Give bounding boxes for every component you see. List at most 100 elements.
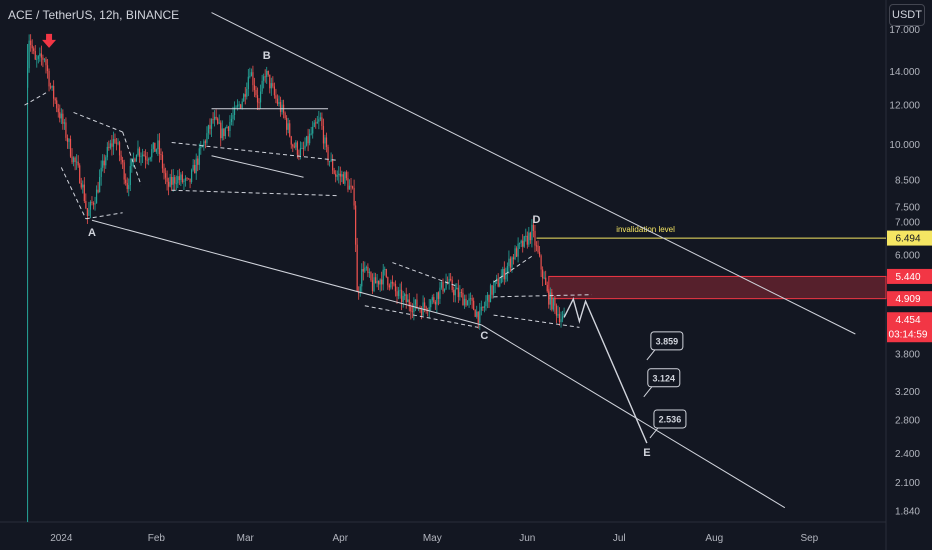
candle-body	[210, 119, 213, 129]
candle-body	[68, 138, 70, 142]
candle-body	[535, 245, 538, 247]
candle-body	[502, 268, 504, 278]
target-box	[647, 368, 681, 388]
candle-body	[321, 117, 323, 126]
candle-body	[89, 201, 92, 210]
candle-body	[200, 147, 202, 149]
candle-body	[79, 165, 81, 184]
candle-body	[304, 145, 306, 149]
candle-body	[561, 316, 564, 320]
candle-body	[233, 107, 236, 115]
time-tick-label: Aug	[705, 533, 723, 544]
candle-body	[428, 307, 430, 311]
candle-body	[189, 178, 191, 182]
candle-body	[259, 91, 262, 103]
price-tick-label: 2.400	[895, 449, 920, 460]
candle-body	[454, 289, 456, 296]
candle-body	[95, 189, 98, 204]
candle-body	[224, 128, 226, 137]
candle-body	[126, 183, 128, 189]
candle-body	[66, 137, 69, 142]
candle-body	[39, 53, 41, 57]
candle-body	[118, 142, 121, 156]
pattern-line	[60, 167, 87, 219]
candle-body	[425, 306, 427, 311]
target-pointer	[646, 349, 656, 361]
candle-body	[206, 133, 208, 143]
candle-body	[307, 136, 309, 144]
candle-body	[522, 240, 524, 247]
candle-body	[272, 83, 274, 87]
candle-body	[439, 287, 441, 299]
candle-body	[542, 269, 544, 279]
time-tick-label: Jun	[519, 533, 535, 544]
price-label-badge	[887, 230, 932, 246]
candle-body	[476, 311, 478, 317]
candle-body	[546, 285, 548, 292]
candle-body	[325, 137, 328, 147]
candle-body	[123, 162, 125, 180]
candle-body	[105, 157, 107, 166]
candle-body	[540, 255, 542, 270]
candle-body	[552, 298, 554, 310]
price-label-text: 5.440	[895, 272, 920, 283]
candle-body	[258, 102, 260, 104]
wave-label-b: B	[263, 50, 271, 62]
candle-body	[413, 304, 415, 313]
pattern-line	[211, 155, 304, 178]
candle-body	[275, 95, 277, 99]
projection-path	[563, 297, 648, 444]
candle-body	[336, 175, 338, 177]
candle-body	[538, 252, 541, 256]
candle-body	[163, 168, 165, 174]
candle-body	[344, 172, 346, 184]
time-tick-label: Apr	[333, 533, 349, 544]
candle-body	[125, 179, 127, 184]
candle-body	[74, 157, 76, 163]
lower-extension-line	[481, 324, 786, 509]
candle-body	[393, 283, 395, 285]
pattern-line	[122, 131, 142, 186]
candle-body	[256, 95, 259, 103]
candle-body	[220, 122, 222, 139]
candle-body	[80, 183, 82, 188]
candle-body	[85, 201, 87, 209]
price-tick-label: 2.800	[895, 416, 920, 427]
candle-body	[512, 257, 515, 260]
candle-body	[411, 311, 413, 313]
price-tick-label: 10.000	[889, 140, 920, 151]
pattern-line	[85, 212, 123, 220]
candle-body	[519, 243, 521, 244]
candle-body	[305, 136, 308, 146]
candle-body	[505, 272, 507, 280]
candle-body	[243, 94, 245, 102]
candle-body	[128, 185, 130, 189]
candle-body	[296, 142, 298, 155]
upper-trend-line	[211, 12, 856, 335]
candle-body	[563, 313, 565, 317]
candle-body	[382, 269, 384, 285]
candle-body	[355, 205, 357, 245]
candle-body	[440, 281, 443, 288]
candle-body	[318, 119, 320, 122]
currency-button[interactable]: USDT	[889, 4, 925, 26]
candle-body	[181, 174, 184, 183]
candle-body	[115, 142, 118, 144]
candle-body	[86, 208, 88, 216]
candle-body	[555, 305, 558, 316]
candle-body	[335, 173, 337, 177]
candle-body	[132, 158, 134, 160]
candle-body	[342, 174, 344, 184]
candle-body	[350, 185, 352, 187]
candle-body	[28, 40, 30, 69]
pattern-line	[171, 189, 338, 197]
candle-body	[465, 298, 467, 306]
candle-body	[48, 70, 50, 87]
candle-body	[390, 281, 392, 288]
candle-body	[160, 154, 162, 156]
candle-body	[177, 176, 179, 184]
candle-body	[184, 178, 187, 181]
candle-body	[486, 294, 489, 301]
candle-body	[489, 285, 492, 303]
